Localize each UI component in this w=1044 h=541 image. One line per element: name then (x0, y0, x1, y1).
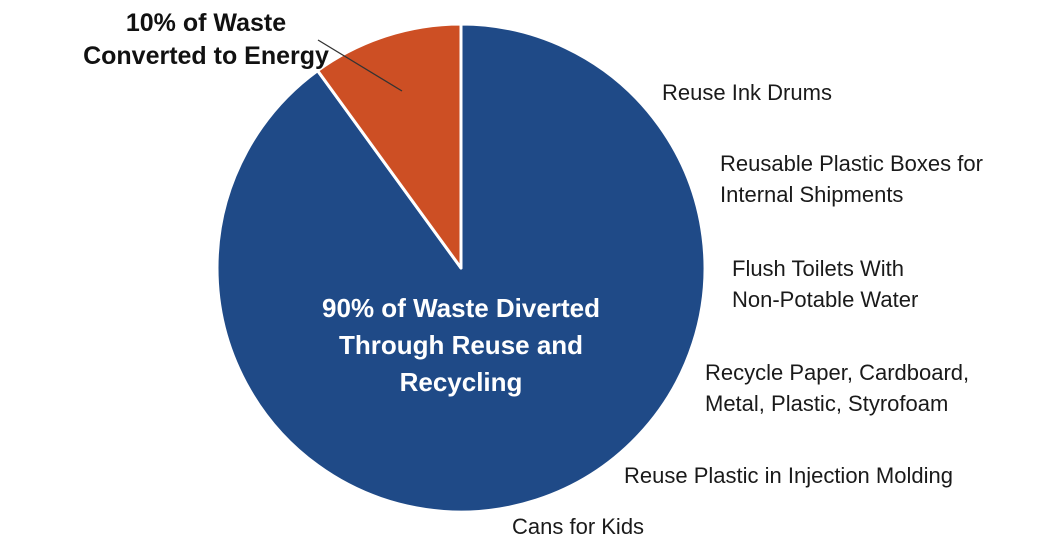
label-line: Reuse Ink Drums (662, 80, 832, 105)
label-line: Non-Potable Water (732, 287, 918, 312)
label-line: Flush Toilets With (732, 256, 904, 281)
annotation-recycle-materials: Recycle Paper, Cardboard, Metal, Plastic,… (705, 360, 969, 416)
label-line: Reuse Plastic in Injection Molding (624, 463, 953, 488)
label-line: Reusable Plastic Boxes for (720, 151, 983, 176)
annotation-reusable-plastic-boxes: Reusable Plastic Boxes for Internal Shipm… (720, 151, 983, 207)
label-line: 10% of Waste (126, 9, 286, 37)
reuse-annotations: Reuse Ink Drums Reusable Plastic Boxes fo… (512, 80, 983, 539)
annotation-flush-toilets: Flush Toilets With Non-Potable Water (732, 256, 918, 312)
energy-leader-line (317, 39, 403, 92)
annotation-reuse-plastic-injection: Reuse Plastic in Injection Molding (624, 463, 953, 488)
label-line: Converted to Energy (83, 42, 329, 70)
label-line: Internal Shipments (720, 182, 903, 207)
label-line: 90% of Waste Diverted (322, 293, 600, 323)
pie-slices (215, 22, 707, 514)
label-line: Metal, Plastic, Styrofoam (705, 391, 948, 416)
annotation-reuse-ink-drums: Reuse Ink Drums (662, 80, 832, 105)
energy-slice-label: 10% of Waste Converted to Energy (83, 9, 329, 70)
label-line: Recycle Paper, Cardboard, (705, 360, 969, 385)
annotation-cans-for-kids: Cans for Kids (512, 514, 644, 539)
energy-slice (316, 22, 463, 270)
diverted-slice-label: 90% of Waste Diverted Through Reuse and Re… (322, 293, 600, 397)
label-line: Cans for Kids (512, 514, 644, 539)
label-line: Recycling (400, 367, 523, 397)
label-line: Through Reuse and (339, 330, 583, 360)
